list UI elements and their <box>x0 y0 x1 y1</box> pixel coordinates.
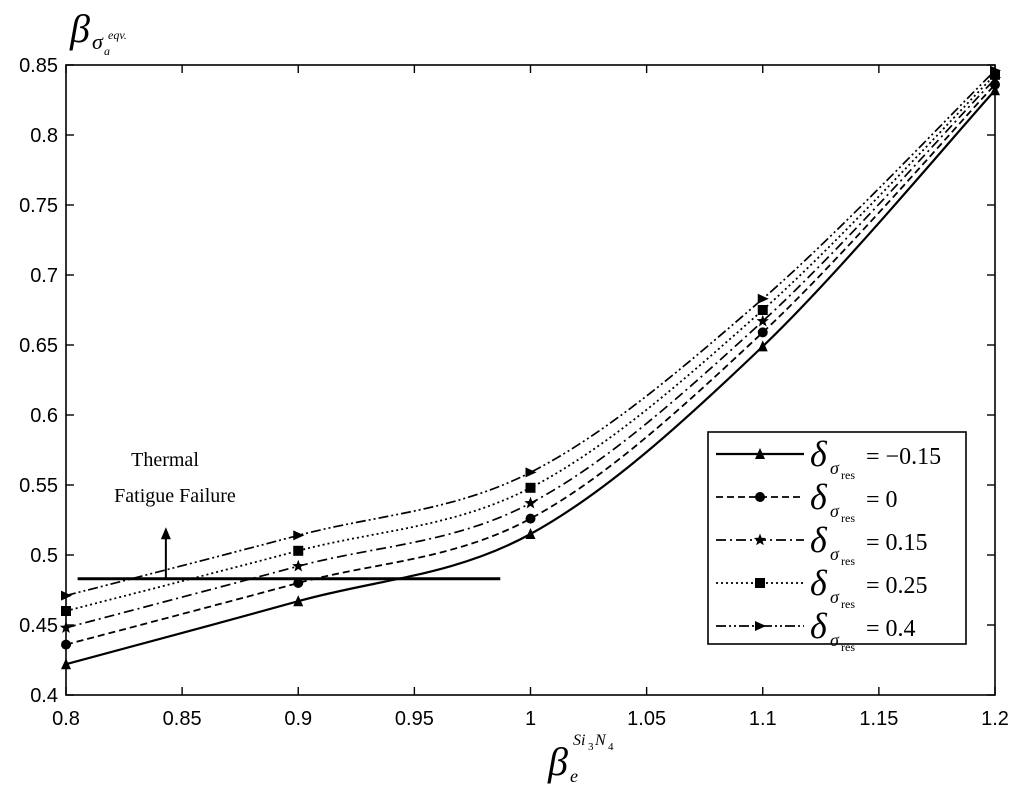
data-marker <box>755 448 765 459</box>
y-tick-label: 0.8 <box>30 125 58 147</box>
svg-text:a: a <box>104 44 110 58</box>
x-tick-label: 0.8 <box>52 708 80 730</box>
legend-res: res <box>841 640 855 654</box>
axes: 0.8 0.85 0.9 0.95 1 1.05 1.1 1.15 1.2 0.4 0.45 0.5 0… <box>19 55 1009 730</box>
y-tick-label: 0.5 <box>30 545 58 567</box>
x-tick-label: 0.95 <box>395 708 434 730</box>
x-tick-label: 1.15 <box>859 708 898 730</box>
legend-res: res <box>841 554 855 568</box>
series-line <box>65 89 996 666</box>
y-tick-label: 0.55 <box>19 475 58 497</box>
legend-res: res <box>841 511 855 525</box>
x-axis-label: β e Si 3 N 4 <box>547 732 614 786</box>
legend-entry: δ σ res = 0.4 <box>716 606 916 654</box>
x-tick-label: 0.85 <box>163 708 202 730</box>
series-line <box>65 69 996 597</box>
data-marker <box>293 545 304 556</box>
legend-delta: δ <box>810 434 828 474</box>
svg-text:β: β <box>69 6 90 51</box>
svg-text:eqv.: eqv. <box>108 28 127 42</box>
data-marker <box>757 340 768 352</box>
data-marker <box>524 496 537 509</box>
legend-sigma: σ <box>830 587 840 607</box>
data-marker <box>525 528 536 539</box>
legend-sigma: σ <box>830 630 840 650</box>
x-tick-label: 1.05 <box>627 708 666 730</box>
y-axis-label: β σ a eqv. <box>69 6 127 58</box>
data-marker <box>293 595 304 607</box>
y-tick-label: 0.65 <box>19 335 58 357</box>
series-4 <box>61 65 1001 601</box>
legend-sigma: σ <box>830 501 840 521</box>
legend-sigma: σ <box>830 458 840 478</box>
y-tick-label: 0.45 <box>19 615 58 637</box>
y-tick-label: 0.6 <box>30 405 58 427</box>
legend-delta: δ <box>810 520 828 560</box>
legend-value: = 0 <box>866 487 898 513</box>
data-marker <box>757 293 769 304</box>
legend-value: = 0.25 <box>866 573 928 599</box>
x-tick-label: 1.2 <box>981 708 1009 730</box>
legend-res: res <box>841 597 855 611</box>
legend-delta: δ <box>810 477 828 517</box>
data-marker <box>757 305 768 315</box>
legend-entry: δ σ res = 0.15 <box>716 520 928 568</box>
data-marker <box>293 578 304 588</box>
data-marker <box>756 314 769 327</box>
y-tick-label: 0.85 <box>19 55 58 77</box>
legend-sigma: σ <box>830 544 840 564</box>
data-marker <box>293 530 305 541</box>
svg-text:Si: Si <box>573 732 585 749</box>
legend-box <box>707 431 967 645</box>
legend-value: = −0.15 <box>866 444 941 470</box>
legend-entry: δ σ res = 0.25 <box>716 563 928 611</box>
svg-text:β: β <box>547 739 568 784</box>
annotation-line-1: Thermal <box>131 449 199 471</box>
data-marker <box>757 327 768 338</box>
x-tick-label: 1 <box>525 708 536 730</box>
data-marker <box>755 578 765 588</box>
x-tick-label: 0.9 <box>284 708 312 730</box>
y-tick-label: 0.75 <box>19 195 58 217</box>
data-marker <box>755 492 765 502</box>
arrow-head <box>160 527 171 540</box>
legend-delta: δ <box>810 606 828 646</box>
annotation-line-2: Fatigue Failure <box>114 485 236 507</box>
legend-delta: δ <box>810 563 828 603</box>
legend-res: res <box>841 468 855 482</box>
y-tick-label: 0.4 <box>30 685 58 707</box>
data-marker <box>525 467 537 478</box>
legend-value: = 0.15 <box>866 530 928 556</box>
data-marker <box>525 482 536 493</box>
svg-text:N: N <box>594 732 607 749</box>
data-marker <box>753 533 767 546</box>
svg-text:4: 4 <box>608 741 614 753</box>
data-marker <box>292 559 305 572</box>
y-tick-label: 0.7 <box>30 265 58 287</box>
data-marker <box>755 621 766 631</box>
svg-text:e: e <box>570 766 578 786</box>
annotation: Thermal Fatigue Failure <box>77 449 501 581</box>
data-marker <box>525 513 536 524</box>
legend-entry: δ σ res = −0.15 <box>716 434 941 482</box>
svg-text:3: 3 <box>588 741 594 753</box>
legend: δ σ res= −0.15δ σ res= 0δ σ res= 0.15δ σ res= 0.… <box>707 431 967 654</box>
legend-entry: δ σ res = 0 <box>716 477 898 525</box>
svg-text:σ: σ <box>92 29 104 54</box>
legend-value: = 0.4 <box>866 616 916 642</box>
series-line <box>65 74 996 612</box>
x-tick-label: 1.1 <box>749 708 777 730</box>
series-line <box>65 83 996 646</box>
failure-threshold-line <box>77 527 501 581</box>
series-line <box>65 78 996 629</box>
